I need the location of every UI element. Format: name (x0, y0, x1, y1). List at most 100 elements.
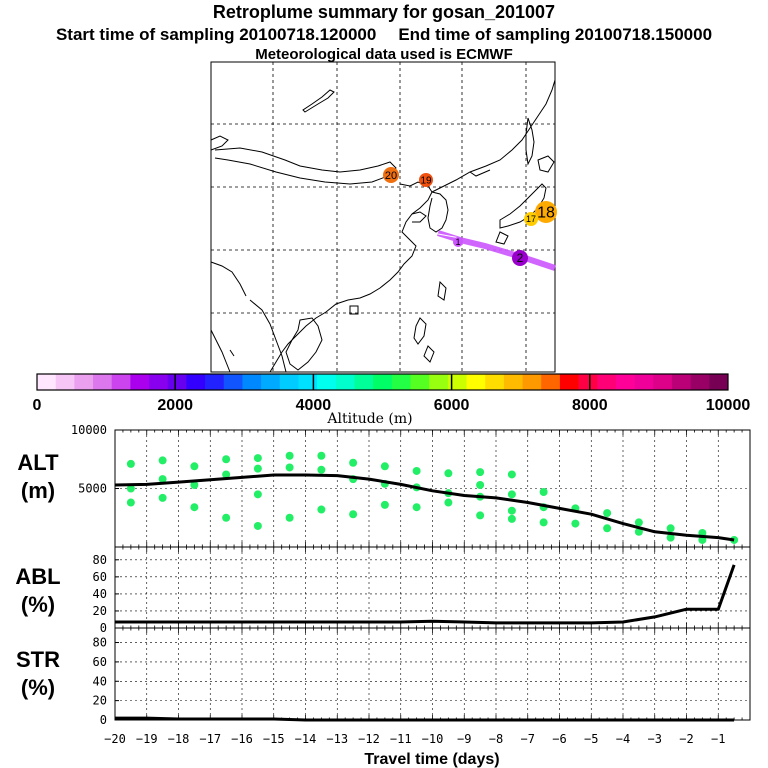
scatter-point (571, 519, 580, 528)
day-marker-label: 18 (537, 205, 555, 222)
scatter-point (380, 462, 389, 471)
colorbar-swatch (93, 374, 113, 390)
colorbar-swatch (429, 374, 449, 390)
colorbar-swatch (597, 374, 617, 390)
colorbar-tick-label: 10000 (706, 397, 751, 414)
scatter-point (666, 524, 675, 533)
colorbar-swatch (130, 374, 150, 390)
day-marker-label: 17 (526, 214, 536, 224)
coastlines (210, 79, 556, 373)
scatter-point (317, 451, 326, 460)
colorbar-swatch (671, 374, 692, 390)
colorbar-swatch (74, 374, 94, 390)
x-axis-label: Travel time (days) (364, 751, 499, 768)
scatter-point (380, 500, 389, 509)
time-series-panels: 5000 10000 ALT (m) 0 20 40 60 80 ABL (%) 0 20 40 60 80 S… (15, 423, 751, 768)
scatter-point (634, 527, 643, 536)
scatter-point (476, 511, 485, 520)
colorbar-swatch (615, 374, 636, 390)
y-axis-label: ALT (17, 450, 59, 475)
scatter-point (634, 518, 643, 527)
altitude-colorbar: 0 2000 4000 6000 8000 10000 (33, 373, 751, 414)
scatter-point (285, 463, 294, 472)
scatter-point (507, 506, 516, 515)
scatter-point (412, 503, 421, 512)
x-tick-label: −4 (616, 732, 630, 746)
colorbar-swatch (261, 374, 281, 390)
end-time: End time of sampling 20100718.150000 (398, 25, 713, 44)
scatter-point (317, 465, 326, 474)
scatter-point (126, 498, 135, 507)
colorbar-swatch (354, 374, 374, 390)
scatter-point (222, 470, 231, 479)
colorbar-tick-label: 2000 (157, 397, 193, 414)
x-tick-label: −12 (358, 732, 380, 746)
scatter-point (539, 518, 548, 527)
colorbar-swatch (317, 374, 337, 390)
x-tick-label: −8 (489, 732, 503, 746)
scatter-point (190, 480, 199, 489)
scatter-point (253, 490, 262, 499)
colorbar-swatch (373, 374, 393, 390)
day-marker (419, 173, 433, 187)
x-tick-label: −11 (390, 732, 412, 746)
colorbar-swatch (205, 374, 225, 390)
sampling-times: Start time of sampling 20100718.120000 En… (0, 25, 768, 45)
colorbar-swatch (578, 374, 598, 390)
scatter-point (444, 469, 453, 478)
colorbar-swatch (634, 374, 654, 390)
start-time: Start time of sampling 20100718.120000 (55, 25, 377, 44)
colorbar-tick-label: 0 (33, 397, 42, 414)
scatter-point (190, 503, 199, 512)
scatter-point (666, 533, 675, 542)
colorbar-tick-label: 6000 (434, 397, 470, 414)
y-tick-label: 0 (100, 621, 107, 635)
scatter-point (253, 521, 262, 530)
colorbar-swatch (111, 374, 131, 390)
colorbar-frame (36, 373, 729, 391)
scatter-point (285, 513, 294, 522)
x-tick-label: −18 (168, 732, 190, 746)
y-axis-unit: (%) (21, 675, 55, 700)
day-marker-label: 2 (517, 251, 524, 265)
day-marker (512, 250, 528, 266)
y-tick-label: 10000 (71, 423, 107, 437)
scatter-point (285, 451, 294, 460)
day-marker (524, 212, 538, 226)
day-marker-label: 20 (385, 170, 397, 182)
x-tick-label: −2 (679, 732, 693, 746)
y-tick-label: 40 (93, 674, 107, 688)
scatter-point (444, 498, 453, 507)
colorbar-swatch (167, 374, 187, 390)
scatter-point (253, 454, 262, 463)
y-tick-label: 60 (93, 570, 107, 584)
x-tick-label: −10 (422, 732, 444, 746)
scatter-point (412, 466, 421, 475)
scatter-point (603, 509, 612, 518)
x-tick-label: −14 (295, 732, 317, 746)
colorbar-swatch (391, 374, 412, 390)
y-axis-label: STR (16, 647, 60, 672)
y-tick-label: 60 (93, 655, 107, 669)
colorbar-swatch (223, 374, 243, 390)
y-tick-label: 5000 (78, 482, 107, 496)
x-tick-label: −7 (521, 732, 535, 746)
x-tick-label: −17 (199, 732, 221, 746)
colorbar-swatch (55, 374, 75, 390)
colorbar-swatch (447, 374, 468, 390)
day-marker (383, 167, 399, 183)
chart-title: Retroplume summary for gosan_201007 (212, 2, 556, 22)
colorbar-swatch (298, 374, 318, 390)
scatter-point (507, 470, 516, 479)
x-tick-label: −6 (552, 732, 566, 746)
x-tick-label: −16 (231, 732, 253, 746)
x-tick-label: −5 (584, 732, 598, 746)
series-line (115, 716, 735, 722)
colorbar-swatch (242, 374, 262, 390)
x-tick-label: −13 (326, 732, 348, 746)
scatter-point (603, 524, 612, 533)
colorbar-swatch (653, 374, 673, 390)
colorbar-swatch (690, 374, 710, 390)
